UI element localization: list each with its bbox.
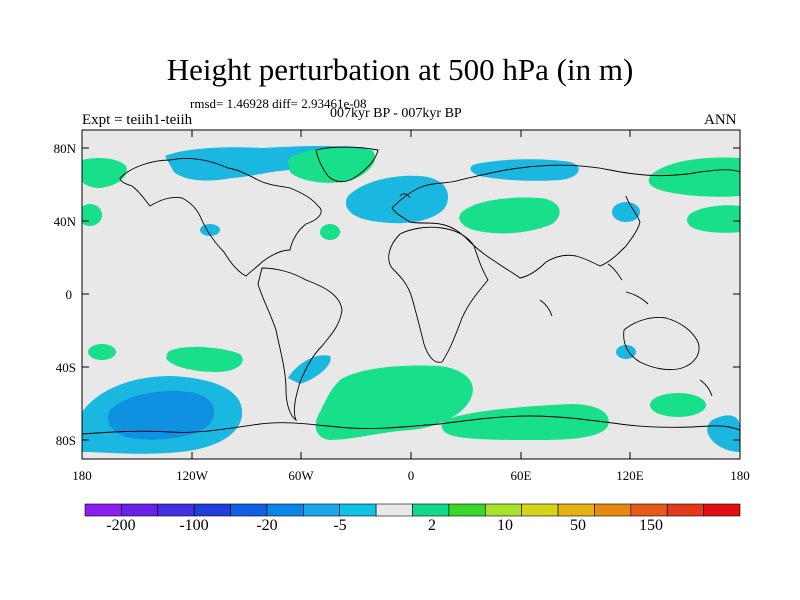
colorbar-label: -20 [256, 517, 277, 534]
negative-anomaly-australia [616, 345, 636, 359]
negative-anomaly-south-pacific-core [108, 390, 215, 440]
colorbar-swatch [230, 503, 268, 517]
colorbar-swatch [266, 503, 304, 517]
lon-tick-label: 120E [616, 468, 644, 483]
colorbar-label: -5 [333, 517, 346, 534]
negative-anomaly-siberia [470, 159, 579, 181]
lon-tick-label: 120W [176, 468, 209, 483]
coastline-greenland [315, 146, 379, 183]
colorbar-swatch [521, 503, 559, 517]
negative-anomaly-south-america [288, 355, 331, 384]
colorbar-swatch [157, 503, 195, 517]
positive-anomaly-south-pacific-mid [166, 346, 243, 372]
map-title: Height perturbation at 500 hPa (in m) [166, 52, 634, 87]
colorbar-swatch [339, 503, 377, 517]
negative-anomaly-dateline-south [707, 415, 740, 452]
colorbar-swatch [448, 503, 486, 517]
colorbar-label: -200 [106, 517, 135, 534]
positive-anomaly-north-pacific-east [687, 205, 740, 233]
coastlines [82, 146, 740, 435]
positive-anomaly-northeast-asia [648, 157, 740, 197]
positive-anomaly-west-atlantic [320, 224, 340, 240]
lat-tick-label: 80S [56, 433, 76, 448]
lon-tick-label: 60W [288, 468, 314, 483]
colorbar-swatch [666, 503, 704, 517]
colorbar-swatch [375, 503, 413, 517]
colorbar-label: 50 [570, 517, 586, 534]
anomaly-fill-layer [82, 146, 740, 454]
coastline-australia [623, 317, 700, 371]
lon-tick-label: 180 [72, 468, 92, 483]
season-label: ANN [704, 112, 737, 128]
lon-tick-label: 180 [730, 468, 750, 483]
colorbar-swatch [303, 503, 341, 517]
coastline-africa [388, 226, 489, 363]
positive-anomaly-alaska [82, 158, 127, 188]
experiment-label: Expt = teiih1-teiih [82, 112, 193, 128]
longitude-tick-marks [81, 130, 741, 459]
lat-tick-label: 40N [54, 214, 77, 229]
lat-tick-label: 0 [66, 287, 73, 302]
colorbar-label: 150 [639, 517, 663, 534]
colorbar-swatch [630, 503, 668, 517]
colorbar-label: 10 [497, 517, 513, 534]
negative-anomaly-north-atlantic [345, 175, 449, 224]
colorbar-swatch [703, 503, 741, 517]
negative-anomaly-east-asia [612, 202, 640, 222]
positive-anomaly-canada [288, 148, 376, 183]
coastline-south-america [257, 267, 343, 422]
colorbar-swatch [412, 503, 450, 517]
colorbar-swatch [121, 503, 159, 517]
rmsd-diff-text: rmsd= 1.46928 diff= 2.93461e-08 [190, 96, 367, 111]
lat-tick-label: 80N [54, 141, 77, 156]
colorbar-swatch [594, 503, 632, 517]
colorbar-label: 2 [428, 517, 436, 534]
coastline-islands [399, 193, 713, 397]
experiment-period-text: 007kyr BP - 007kyr BP [330, 106, 462, 121]
colorbar-swatch [557, 503, 595, 517]
positive-anomaly-australia-south [650, 393, 706, 417]
positive-anomaly-north-pacific-west [82, 204, 102, 226]
positive-anomaly-south-atlantic [315, 365, 473, 440]
colorbar-swatch [193, 503, 231, 517]
lat-tick-label: 40S [56, 360, 76, 375]
lon-tick-label: 0 [408, 468, 415, 483]
lon-tick-label: 60E [511, 468, 532, 483]
positive-anomaly-south-pacific-east [88, 344, 116, 360]
colorbar [84, 503, 741, 517]
colorbar-swatch [84, 503, 122, 517]
coastline-north-america [119, 157, 322, 277]
coastline-antarctica [82, 415, 740, 435]
coastline-europe-asia [391, 164, 740, 279]
positive-anomaly-central-asia [459, 197, 560, 234]
latitude-tick-marks [82, 147, 740, 441]
colorbar-swatch [484, 503, 522, 517]
positive-anomaly-southern-ocean [441, 404, 609, 440]
colorbar-label: -100 [179, 517, 208, 534]
